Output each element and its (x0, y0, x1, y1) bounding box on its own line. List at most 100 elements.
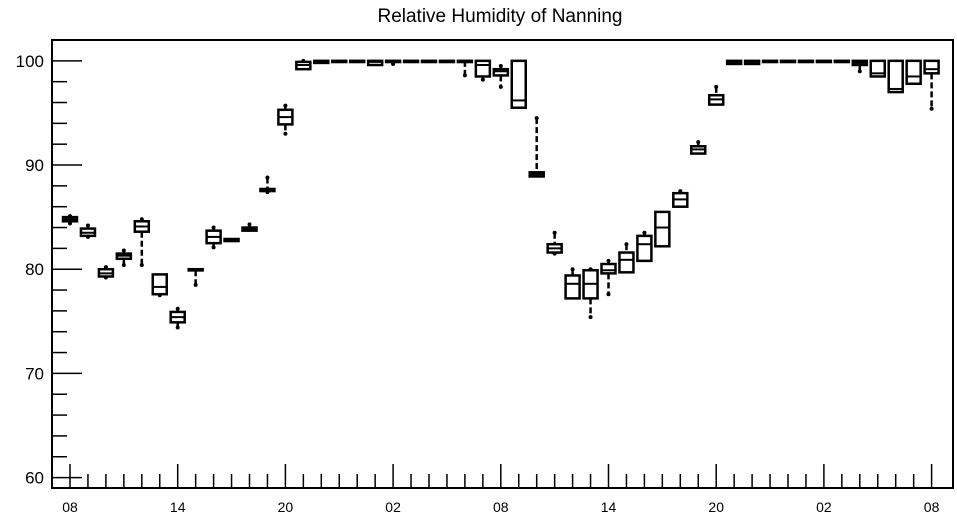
box-19 (402, 59, 420, 64)
box-21 (438, 59, 456, 64)
box-23 (474, 59, 492, 82)
box-body (600, 262, 617, 275)
whisker-cap-upper (624, 242, 629, 247)
box-13 (295, 58, 312, 71)
box-18 (384, 59, 402, 66)
whisker-cap-upper (265, 175, 270, 180)
box-36 (707, 84, 725, 106)
box-48 (923, 59, 940, 111)
whisker-cap-lower (283, 131, 288, 136)
box-31 (618, 242, 635, 274)
box-6 (169, 306, 186, 330)
whisker-cap-upper (642, 230, 647, 235)
whisker-cap-lower (929, 106, 934, 111)
x-tick-label: 14 (601, 499, 617, 515)
y-tick-label: 90 (25, 156, 44, 175)
x-tick-label: 08 (924, 499, 940, 515)
whisker-cap-upper (714, 84, 719, 89)
box-body (923, 59, 940, 75)
box-8 (205, 225, 222, 250)
whisker-cap-upper (606, 258, 611, 263)
box-15 (331, 59, 348, 64)
y-tick-label: 80 (25, 260, 44, 279)
x-tick-label: 08 (493, 499, 509, 515)
box-series (61, 58, 940, 330)
box-1 (79, 223, 97, 239)
box-34 (672, 189, 689, 208)
box-33 (654, 210, 671, 248)
box-12 (277, 103, 294, 136)
box-body (869, 59, 886, 78)
whisker-cap-upper (121, 248, 126, 253)
whisker-cap-lower (121, 263, 126, 268)
box-26 (528, 116, 545, 178)
chart-title: Relative Humidity of Nanning (377, 6, 622, 27)
box-body (887, 59, 904, 94)
box-5 (151, 273, 168, 298)
box-11 (259, 175, 276, 195)
box-41 (797, 59, 815, 64)
box-37 (725, 59, 743, 66)
whisker-cap-upper (696, 140, 701, 145)
box-7 (187, 267, 204, 287)
whisker-cap-lower (462, 73, 467, 78)
whisker-cap-upper (85, 223, 90, 228)
whisker-cap-upper (211, 225, 216, 230)
y-axis: 60 70 80 90 100 (16, 52, 82, 488)
whisker-cap-lower (211, 245, 216, 250)
box-24 (492, 64, 510, 89)
x-tick-label: 08 (62, 499, 78, 515)
box-47 (905, 59, 922, 86)
box-39 (761, 59, 779, 64)
x-tick-label: 02 (816, 499, 832, 515)
whisker-cap-upper (498, 64, 503, 69)
box-body (618, 251, 635, 274)
box-16 (348, 59, 366, 64)
box-22 (456, 59, 474, 78)
box-45 (869, 59, 886, 78)
box-44 (851, 59, 869, 74)
y-tick-label: 100 (16, 52, 44, 71)
whisker-cap-lower (588, 315, 593, 320)
whisker-cap-lower (175, 325, 180, 330)
box-9 (223, 237, 240, 243)
box-body (636, 234, 653, 263)
box-25 (510, 59, 527, 109)
whisker-cap-upper (552, 230, 557, 235)
box-29 (582, 267, 599, 320)
box-body (474, 59, 492, 78)
x-tick-label: 14 (170, 499, 186, 515)
whisker-cap-lower (606, 292, 611, 297)
whisker-cap-upper (247, 222, 252, 227)
plot-area-frame (51, 39, 954, 489)
whisker-cap-lower (193, 282, 198, 287)
box-43 (833, 59, 851, 64)
box-body (510, 59, 527, 109)
box-14 (313, 59, 330, 65)
box-27 (546, 230, 563, 256)
whisker-cap-lower (857, 69, 862, 74)
whisker-cap-upper (283, 103, 288, 108)
box-28 (564, 267, 581, 300)
whisker-cap-upper (175, 306, 180, 311)
box-body (564, 274, 581, 300)
box-body (905, 59, 922, 86)
box-42 (815, 59, 833, 64)
y-tick-label: 60 (25, 469, 44, 488)
box-20 (420, 59, 438, 64)
box-body (366, 59, 384, 67)
whisker-cap-lower (498, 84, 503, 89)
box-0 (61, 214, 79, 226)
box-body (492, 67, 510, 77)
box-38 (743, 59, 761, 66)
box-2 (97, 265, 115, 280)
box-3 (115, 248, 133, 268)
box-30 (600, 258, 617, 297)
whisker-cap-lower (139, 263, 144, 268)
box-body (151, 273, 168, 296)
whisker-cap-upper (534, 116, 539, 121)
x-tick-label: 20 (278, 499, 294, 515)
box-body (654, 210, 671, 248)
